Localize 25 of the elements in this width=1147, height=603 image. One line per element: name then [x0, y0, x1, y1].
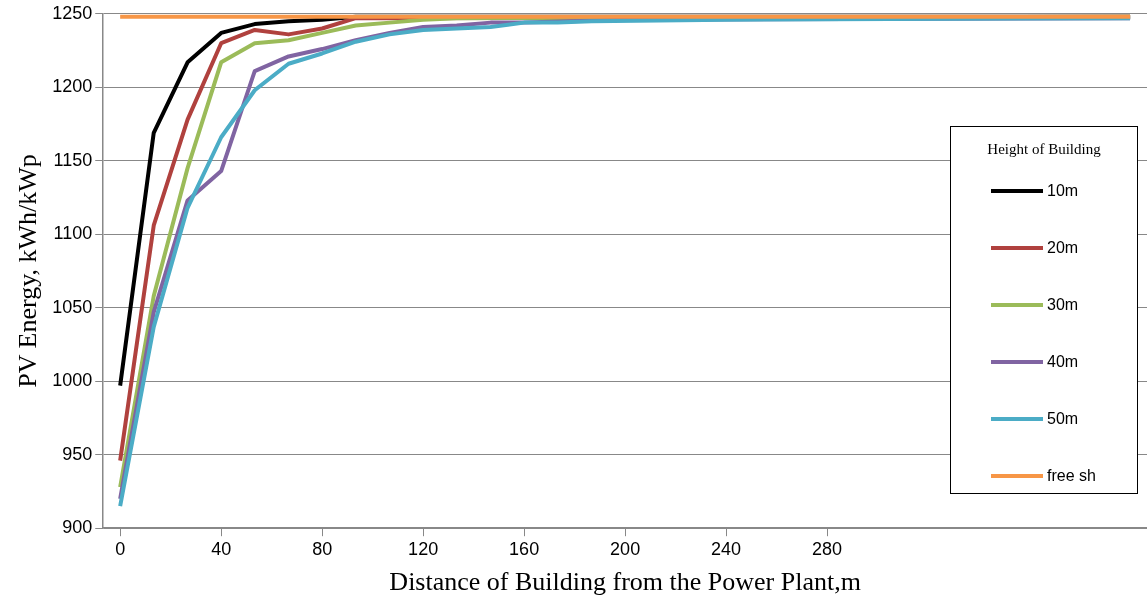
y-tick-label: 900	[62, 517, 93, 538]
x-tick-label: 200	[610, 538, 641, 559]
y-axis-title: PV Energy, kWh/kWp	[13, 154, 43, 388]
legend-title: Height of Building	[986, 141, 1102, 158]
legend-label: free sh	[1047, 466, 1096, 485]
y-tick-label: 1150	[53, 149, 93, 170]
x-tick-label: 280	[812, 538, 843, 559]
legend-label: 20m	[1047, 238, 1079, 257]
x-tick-label: 160	[509, 538, 540, 559]
x-tick-label: 80	[312, 538, 333, 559]
legend-label: 10m	[1047, 181, 1079, 200]
x-tick-label: 40	[211, 538, 232, 559]
legend-label: 50m	[1047, 409, 1079, 428]
y-tick-label: 1050	[52, 296, 93, 317]
x-tick-label: 240	[711, 538, 742, 559]
legend-label: 40m	[1047, 352, 1079, 371]
legend-label: 30m	[1047, 295, 1079, 314]
y-tick-label: 1000	[52, 370, 93, 391]
y-tick-label: 950	[62, 443, 93, 464]
y-tick-label: 1100	[53, 223, 93, 244]
x-axis-title: Distance of Building from the Power Plant,m	[389, 567, 861, 597]
x-tick-label: 120	[408, 538, 439, 559]
x-tick-label: 0	[115, 538, 126, 559]
y-tick-label: 1200	[52, 76, 93, 97]
y-tick-label: 1250	[52, 2, 93, 23]
